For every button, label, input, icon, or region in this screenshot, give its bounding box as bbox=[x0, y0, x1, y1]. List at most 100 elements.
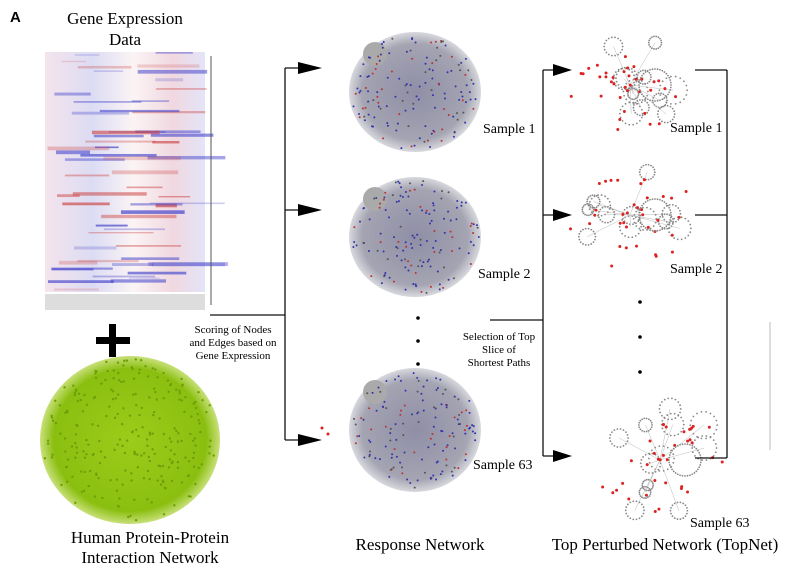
dot bbox=[471, 424, 473, 426]
dot bbox=[638, 84, 640, 86]
dot bbox=[590, 204, 592, 206]
dot bbox=[688, 428, 691, 431]
dot bbox=[659, 466, 661, 468]
dot bbox=[591, 207, 593, 209]
dot bbox=[154, 391, 156, 393]
dot bbox=[627, 93, 629, 95]
dot bbox=[587, 67, 590, 70]
dot bbox=[448, 279, 450, 281]
dot bbox=[713, 439, 715, 441]
dot bbox=[682, 475, 684, 477]
dot bbox=[664, 122, 666, 124]
dot bbox=[589, 208, 591, 210]
dot bbox=[75, 424, 77, 426]
dot bbox=[584, 214, 586, 216]
dot bbox=[380, 233, 382, 235]
dot bbox=[358, 435, 360, 437]
dot bbox=[604, 195, 606, 197]
dot bbox=[370, 428, 372, 430]
dot bbox=[645, 486, 647, 488]
dot bbox=[670, 82, 672, 84]
dot bbox=[604, 49, 606, 51]
dot bbox=[619, 226, 621, 228]
dot bbox=[682, 443, 684, 445]
dot bbox=[659, 108, 661, 110]
dot bbox=[643, 73, 645, 75]
dot bbox=[638, 228, 640, 230]
dot bbox=[669, 454, 671, 456]
dot bbox=[640, 221, 642, 223]
dot bbox=[629, 101, 631, 103]
dot bbox=[640, 226, 642, 228]
dot bbox=[598, 182, 601, 185]
dot bbox=[701, 437, 703, 439]
dot bbox=[155, 78, 183, 81]
dot bbox=[467, 69, 469, 71]
dot bbox=[640, 70, 642, 72]
dot bbox=[389, 432, 391, 434]
dot bbox=[607, 198, 609, 200]
ppi-network bbox=[40, 356, 220, 524]
dot bbox=[404, 451, 406, 453]
dot bbox=[614, 214, 616, 216]
dot bbox=[668, 462, 670, 464]
dot bbox=[444, 389, 446, 391]
dot bbox=[124, 452, 126, 454]
dot bbox=[442, 393, 444, 395]
dot bbox=[598, 75, 601, 78]
dot bbox=[589, 206, 591, 208]
dot bbox=[604, 42, 606, 44]
dot bbox=[625, 103, 627, 105]
dot bbox=[715, 443, 717, 445]
dot bbox=[645, 71, 647, 73]
dot bbox=[128, 272, 187, 275]
dot bbox=[149, 478, 151, 480]
dot bbox=[635, 211, 637, 213]
dot bbox=[620, 109, 622, 111]
dot bbox=[184, 456, 186, 458]
dot bbox=[395, 181, 397, 183]
dot bbox=[405, 241, 407, 243]
dot bbox=[639, 120, 641, 122]
dot bbox=[636, 206, 639, 209]
dot bbox=[611, 431, 613, 433]
dot bbox=[457, 418, 459, 420]
dot bbox=[440, 198, 442, 200]
dot bbox=[672, 515, 674, 517]
dot bbox=[432, 69, 434, 71]
dot bbox=[650, 74, 652, 76]
dot bbox=[652, 484, 654, 486]
dot bbox=[667, 224, 669, 226]
dot bbox=[476, 224, 478, 226]
dot bbox=[588, 214, 590, 216]
dot bbox=[149, 431, 151, 433]
dot bbox=[647, 487, 649, 489]
dot bbox=[651, 450, 653, 452]
dot bbox=[388, 216, 390, 218]
dot bbox=[140, 454, 142, 456]
dot bbox=[184, 396, 186, 398]
dot bbox=[640, 207, 642, 209]
dot bbox=[405, 246, 407, 248]
dot bbox=[685, 515, 687, 517]
dot bbox=[416, 234, 418, 236]
dot bbox=[599, 209, 601, 211]
dot bbox=[160, 483, 162, 485]
dot bbox=[644, 70, 646, 72]
dot bbox=[620, 86, 622, 88]
dot bbox=[632, 500, 634, 502]
dot bbox=[402, 100, 404, 102]
dot bbox=[54, 400, 56, 402]
dot bbox=[464, 433, 466, 435]
dot bbox=[151, 367, 153, 369]
dot bbox=[454, 396, 456, 398]
dot bbox=[643, 488, 645, 490]
dot bbox=[694, 472, 696, 474]
dot bbox=[359, 116, 361, 118]
dot bbox=[54, 289, 99, 291]
dot bbox=[375, 197, 377, 199]
dot bbox=[648, 72, 650, 74]
dot bbox=[413, 372, 415, 374]
dot bbox=[659, 99, 661, 101]
dot bbox=[663, 470, 665, 472]
